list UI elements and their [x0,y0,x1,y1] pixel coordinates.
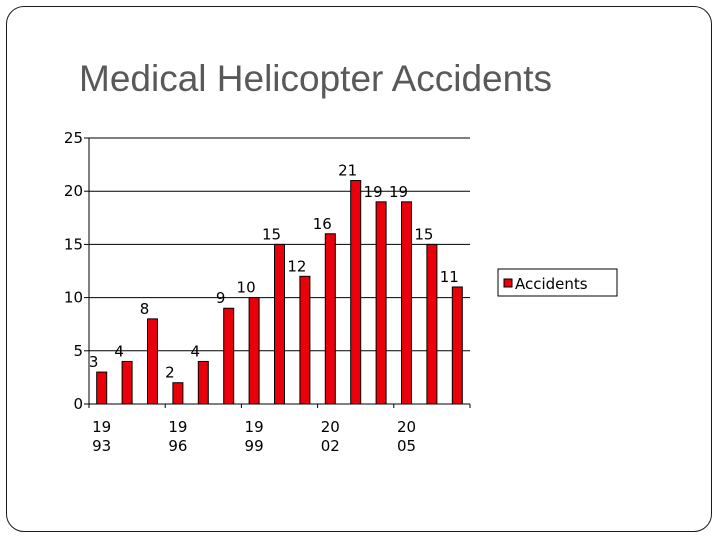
bar [248,297,260,405]
x-tick-label: 19 [245,418,264,436]
data-label: 4 [114,342,124,360]
data-label: 9 [216,289,226,307]
bar [426,243,438,405]
x-tick-label: 93 [92,437,111,455]
data-label: 19 [389,183,408,201]
bar [197,360,209,405]
bar [324,233,336,405]
data-label: 15 [414,225,433,243]
bar [96,371,108,405]
legend-swatch [503,278,513,288]
y-tick-label: 10 [64,289,83,307]
data-label: 21 [338,162,357,180]
data-label: 8 [140,300,150,318]
data-label: 15 [262,225,281,243]
legend: Accidents [497,268,618,297]
data-label: 11 [440,268,459,286]
bar [121,360,133,405]
bars [96,180,463,405]
bar [350,180,362,405]
bar [401,201,412,405]
x-tick-label: 19 [92,418,111,436]
y-tick-label: 5 [73,342,83,360]
x-tick-label: 19 [168,418,187,436]
data-label: 12 [287,257,306,275]
x-tick-label: 20 [321,418,340,436]
x-tick-label: 99 [245,437,264,455]
legend-box [497,268,618,297]
x-tick-label: 02 [321,437,340,455]
x-tick-label: 20 [397,418,416,436]
legend-label: Accidents [515,275,588,293]
y-tick-label: 25 [64,129,83,147]
bar [375,201,387,405]
x-tick-label: 05 [397,437,416,455]
bar [451,286,463,405]
data-label: 4 [191,342,201,360]
y-tick-label: 0 [73,395,83,413]
data-label: 19 [364,183,383,201]
x-tick-label: 96 [168,437,187,455]
bar [223,307,235,405]
data-label: 2 [165,364,175,382]
data-label: 16 [313,215,332,233]
y-tick-label: 15 [64,235,83,253]
y-tick-label: 20 [64,182,83,200]
data-label: 3 [89,353,99,371]
bar [299,275,311,405]
data-label: 10 [237,279,256,297]
slide-title: Medical Helicopter Accidents [79,58,552,99]
bar [274,243,285,405]
bar [147,318,158,405]
bar [172,382,184,405]
